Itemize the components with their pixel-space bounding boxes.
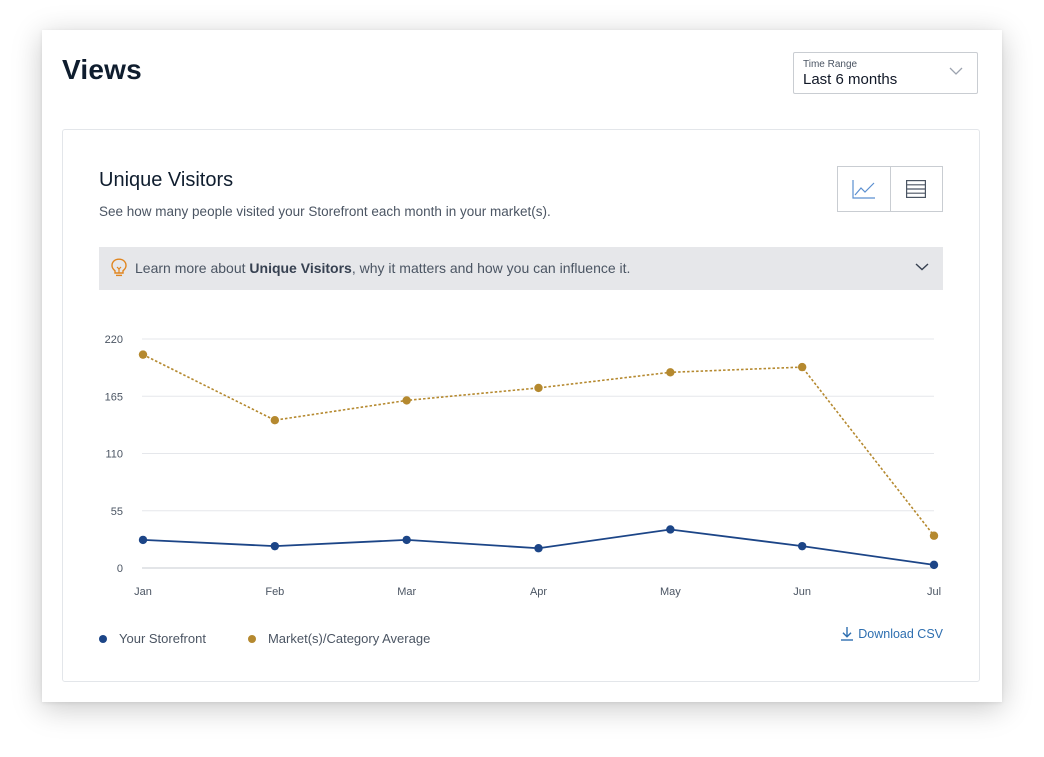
data-point-storefront — [666, 525, 675, 534]
x-tick-label: Apr — [530, 586, 547, 598]
series-line-average — [142, 353, 935, 537]
legend-label-storefront: Your Storefront — [119, 631, 206, 646]
lightbulb-icon — [111, 258, 127, 277]
page-title: Views — [62, 54, 142, 85]
time-range-select[interactable]: Time Range Last 6 months — [793, 52, 978, 94]
card-title: Unique Visitors — [99, 169, 234, 191]
data-point-average — [138, 350, 148, 359]
learn-more-bold: Unique Visitors — [249, 260, 352, 276]
data-point-storefront — [402, 535, 411, 545]
data-point-average — [534, 383, 543, 393]
x-tick-label: Jun — [793, 586, 811, 598]
table-icon — [906, 180, 927, 198]
legend-item-average: Market(s)/Category Average — [247, 631, 431, 646]
legend-dot-average — [247, 634, 256, 643]
x-tick-label: Jul — [927, 586, 941, 598]
views-panel: Views Time Range Last 6 months Unique Vi… — [42, 30, 1002, 702]
unique-visitors-chart: 0 55 110 165 220 Jan Feb Mar Apr May Jun Jul — [105, 334, 941, 598]
download-icon — [841, 627, 854, 641]
view-toggle — [837, 166, 943, 212]
data-point-average — [797, 362, 807, 372]
y-tick-label: 55 — [111, 506, 123, 518]
download-csv-link[interactable]: Download CSV — [840, 626, 943, 641]
table-view-button[interactable] — [889, 167, 943, 211]
chevron-down-icon — [949, 67, 963, 75]
download-csv-label: Download CSV — [858, 626, 943, 641]
y-tick-label: 220 — [105, 334, 123, 346]
data-point-average — [402, 396, 411, 405]
x-tick-label: Feb — [265, 586, 284, 598]
x-tick-label: Jan — [134, 586, 152, 598]
legend-label-average: Market(s)/Category Average — [267, 631, 431, 646]
data-point-storefront — [797, 541, 807, 551]
data-point-storefront — [534, 544, 543, 553]
data-point-average — [929, 531, 939, 540]
legend-item-storefront: Your Storefront — [99, 631, 206, 646]
legend-dot-storefront — [99, 634, 107, 643]
card-subtitle: See how many people visited your Storefr… — [99, 204, 551, 219]
learn-more-prefix: Learn more about — [135, 260, 250, 276]
x-tick-label: Mar — [397, 586, 416, 598]
time-range-label: Time Range — [803, 59, 858, 70]
data-point-storefront — [270, 541, 280, 551]
learn-more-text: Learn more about Unique Visitors, why it… — [135, 260, 630, 276]
x-tick-label: May — [660, 586, 681, 598]
unique-visitors-card: Unique Visitors See how many people visi… — [62, 129, 980, 682]
chevron-down-icon — [915, 263, 929, 271]
chart-view-button[interactable] — [838, 167, 890, 211]
data-point-storefront — [138, 535, 148, 545]
learn-more-suffix: , why it matters and how you can influen… — [351, 260, 631, 276]
data-point-average — [666, 368, 675, 377]
line-chart-icon — [852, 180, 875, 199]
y-tick-label: 165 — [105, 391, 123, 403]
y-tick-label: 110 — [105, 449, 123, 461]
chart-legend: Your Storefront Market(s)/Category Avera… — [99, 631, 472, 646]
data-point-storefront — [929, 560, 939, 570]
time-range-value: Last 6 months — [803, 71, 898, 88]
data-point-average — [270, 415, 280, 425]
learn-more-bar[interactable]: Learn more about Unique Visitors, why it… — [99, 247, 943, 290]
y-tick-label: 0 — [117, 563, 123, 575]
